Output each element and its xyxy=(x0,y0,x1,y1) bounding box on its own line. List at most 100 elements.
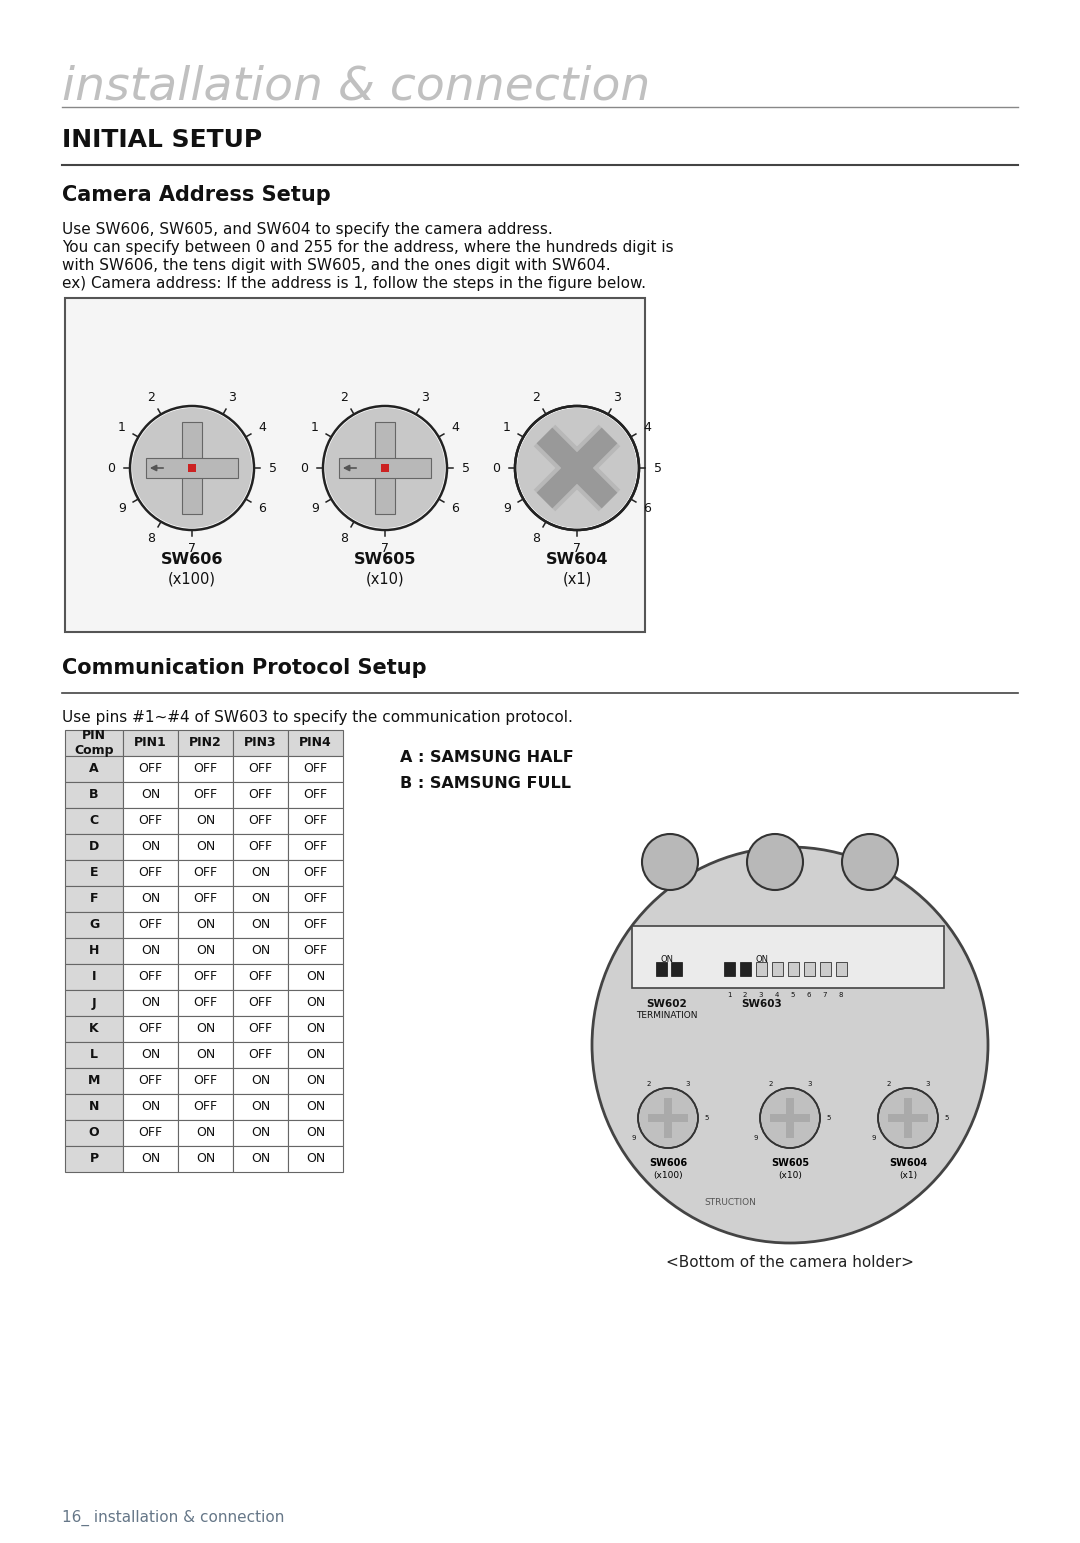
Bar xyxy=(288,1094,343,1120)
Bar xyxy=(123,1094,178,1120)
Bar xyxy=(188,464,195,472)
Text: with SW606, the tens digit with SW605, and the ones digit with SW604.: with SW606, the tens digit with SW605, a… xyxy=(62,258,610,273)
Text: D: D xyxy=(89,841,99,853)
Text: I: I xyxy=(92,971,96,983)
Text: ON: ON xyxy=(140,997,160,1009)
Bar xyxy=(65,886,123,912)
Circle shape xyxy=(747,835,804,890)
Bar xyxy=(123,1015,178,1042)
Text: SW604: SW604 xyxy=(545,552,608,566)
Bar xyxy=(288,1120,343,1146)
Text: ON: ON xyxy=(140,841,160,853)
Text: 0: 0 xyxy=(107,461,114,475)
Bar xyxy=(288,730,343,756)
Bar xyxy=(233,991,288,1015)
Text: 1: 1 xyxy=(118,421,125,434)
Text: OFF: OFF xyxy=(303,867,327,880)
Circle shape xyxy=(132,407,252,528)
Text: PIN4: PIN4 xyxy=(299,736,332,750)
Text: 5: 5 xyxy=(791,992,795,998)
Bar xyxy=(65,964,123,991)
Text: 4: 4 xyxy=(258,421,266,434)
Text: 0: 0 xyxy=(300,461,308,475)
Bar xyxy=(288,809,343,835)
Text: ON: ON xyxy=(195,918,215,932)
Text: 9: 9 xyxy=(754,1134,758,1140)
Text: PIN1: PIN1 xyxy=(134,736,167,750)
Bar xyxy=(65,1068,123,1094)
Circle shape xyxy=(130,406,254,529)
Text: PIN3: PIN3 xyxy=(244,736,276,750)
Bar xyxy=(233,756,288,782)
Text: ON: ON xyxy=(195,815,215,827)
Bar xyxy=(178,938,233,964)
Bar xyxy=(288,912,343,938)
Bar xyxy=(123,964,178,991)
Text: 8: 8 xyxy=(340,532,349,545)
Text: OFF: OFF xyxy=(138,971,163,983)
Text: Communication Protocol Setup: Communication Protocol Setup xyxy=(62,657,427,677)
Bar xyxy=(233,809,288,835)
Bar xyxy=(65,809,123,835)
Bar xyxy=(178,991,233,1015)
FancyBboxPatch shape xyxy=(65,298,645,633)
Text: PIN
Comp: PIN Comp xyxy=(75,728,113,758)
Text: TERMINATION: TERMINATION xyxy=(636,1011,698,1020)
Text: ON: ON xyxy=(251,892,270,906)
Text: installation & connection: installation & connection xyxy=(62,65,650,110)
Text: 16_ installation & connection: 16_ installation & connection xyxy=(62,1511,284,1526)
Circle shape xyxy=(517,407,637,528)
Text: L: L xyxy=(90,1049,98,1062)
Text: OFF: OFF xyxy=(303,841,327,853)
Text: ON: ON xyxy=(195,1126,215,1139)
Text: OFF: OFF xyxy=(138,867,163,880)
Bar xyxy=(178,782,233,809)
Bar xyxy=(123,809,178,835)
Text: ON: ON xyxy=(306,1153,325,1165)
Text: OFF: OFF xyxy=(248,997,272,1009)
Bar xyxy=(178,835,233,859)
Bar xyxy=(123,991,178,1015)
Bar xyxy=(178,1068,233,1094)
Text: OFF: OFF xyxy=(138,1126,163,1139)
Text: ON: ON xyxy=(195,1049,215,1062)
Text: OFF: OFF xyxy=(193,971,217,983)
Text: OFF: OFF xyxy=(193,1074,217,1088)
Text: 2: 2 xyxy=(532,392,540,404)
Text: OFF: OFF xyxy=(248,841,272,853)
Bar xyxy=(648,1114,688,1122)
Text: B : SAMSUNG FULL: B : SAMSUNG FULL xyxy=(400,776,571,792)
Text: ON: ON xyxy=(306,1049,325,1062)
Text: 2: 2 xyxy=(887,1082,891,1088)
Text: OFF: OFF xyxy=(303,892,327,906)
Text: A: A xyxy=(90,762,98,776)
Bar xyxy=(288,782,343,809)
Bar xyxy=(288,756,343,782)
Bar xyxy=(65,1042,123,1068)
Text: (x100): (x100) xyxy=(168,572,216,586)
Bar xyxy=(178,730,233,756)
Text: ON: ON xyxy=(195,944,215,958)
Text: 3: 3 xyxy=(613,392,621,404)
Bar xyxy=(178,886,233,912)
Bar xyxy=(178,1015,233,1042)
Text: ON: ON xyxy=(251,918,270,932)
Bar xyxy=(178,912,233,938)
Bar xyxy=(65,756,123,782)
Text: OFF: OFF xyxy=(303,762,327,776)
Text: ON: ON xyxy=(306,1126,325,1139)
Text: (x1): (x1) xyxy=(563,572,592,586)
Text: 3: 3 xyxy=(685,1082,690,1088)
Bar xyxy=(183,421,202,514)
Text: P: P xyxy=(90,1153,98,1165)
Bar xyxy=(65,912,123,938)
Bar xyxy=(233,912,288,938)
Text: J: J xyxy=(92,997,96,1009)
Bar xyxy=(381,464,389,472)
Text: 8: 8 xyxy=(148,532,156,545)
Circle shape xyxy=(878,1088,939,1148)
Bar xyxy=(288,991,343,1015)
Text: ex) Camera address: If the address is 1, follow the steps in the figure below.: ex) Camera address: If the address is 1,… xyxy=(62,276,646,292)
Text: ON: ON xyxy=(195,1153,215,1165)
Text: OFF: OFF xyxy=(138,1023,163,1035)
